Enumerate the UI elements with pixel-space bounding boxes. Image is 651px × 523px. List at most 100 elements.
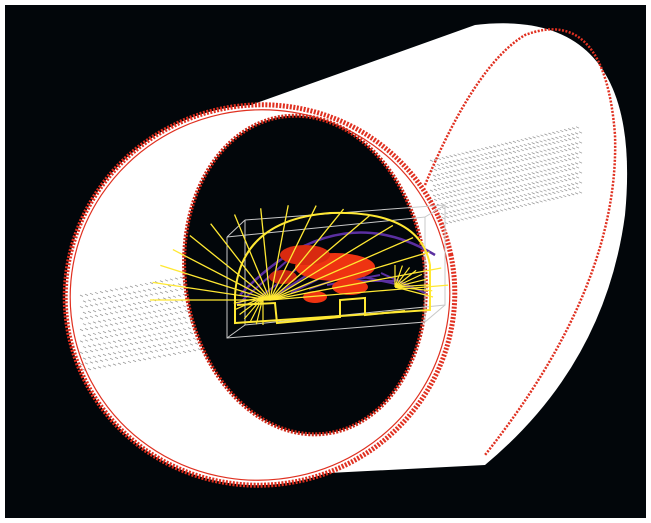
hatch-mark — [432, 184, 437, 187]
hatch-mark — [137, 347, 142, 350]
hatch-mark — [147, 311, 152, 314]
hatch-mark — [477, 148, 481, 152]
hatch-mark — [147, 300, 152, 303]
hatch-mark — [556, 170, 560, 174]
hatch-mark — [461, 162, 465, 165]
hatch-mark — [79, 306, 84, 309]
hatch-mark — [445, 206, 449, 209]
hatch-mark — [567, 138, 572, 141]
hatch-mark — [159, 280, 164, 283]
hatch-mark — [492, 185, 497, 188]
dome-spoke — [269, 208, 345, 301]
hatch-mark — [149, 316, 154, 319]
hatch-mark — [476, 174, 480, 177]
hatch-mark — [97, 309, 102, 312]
hatch-mark — [511, 176, 516, 179]
hatch-mark — [154, 326, 159, 330]
hatch-mark — [540, 134, 544, 137]
hatch-mark — [523, 173, 527, 177]
hatch-mark — [162, 320, 167, 323]
hatch-mark — [543, 169, 547, 172]
hatch-mark — [520, 188, 524, 192]
hatch-mark — [481, 157, 485, 161]
hatch-mark — [172, 318, 177, 321]
hatch-mark — [567, 188, 572, 191]
hatch-mark — [449, 175, 453, 178]
hatch-mark — [124, 343, 129, 346]
hatch-mark — [473, 209, 477, 212]
hatch-mark — [134, 319, 139, 322]
hatch-mark — [129, 308, 134, 311]
hatch-mark — [172, 329, 177, 333]
hatch-mark — [124, 297, 129, 301]
hatch-mark — [468, 156, 472, 159]
hatch-mark — [159, 325, 164, 329]
hatch-mark — [87, 333, 92, 336]
hatch-mark — [481, 207, 485, 211]
hatch-mark — [167, 296, 172, 299]
hatch-mark — [508, 141, 513, 144]
hatch-mark — [137, 324, 142, 327]
hatch-mark — [152, 356, 157, 359]
hatch-mark — [144, 351, 149, 354]
hatch-mark — [480, 183, 484, 187]
hatch-mark — [540, 174, 544, 177]
hatch-mark — [139, 318, 144, 321]
fan-spoke — [249, 296, 264, 323]
hatch-mark — [157, 332, 162, 335]
hatch-mark — [556, 150, 560, 154]
hatch-mark — [544, 163, 548, 166]
hatch-mark — [575, 156, 580, 159]
hatch-mark — [97, 297, 102, 300]
hatch-mark — [556, 190, 560, 194]
hatch-mark — [97, 366, 102, 369]
hatch-mark — [119, 310, 124, 313]
hatch-mark — [102, 365, 107, 368]
hatch-mark — [461, 212, 465, 215]
hatch-mark — [448, 181, 452, 184]
hatch-mark — [481, 147, 485, 151]
dome-spoke — [152, 281, 271, 301]
hatch-mark — [79, 340, 84, 343]
hatch-mark — [574, 162, 579, 165]
hatch-mark — [520, 178, 524, 182]
hatch-mark — [556, 180, 560, 184]
hatch-mark — [495, 150, 500, 153]
hatch-mark — [555, 146, 559, 149]
hatch-mark — [445, 166, 449, 169]
hatch-mark — [567, 144, 571, 147]
hatch-mark — [469, 210, 473, 213]
hatch-mark — [574, 132, 579, 135]
hatch-mark — [567, 154, 571, 157]
hatch-mark — [504, 142, 509, 145]
hatch-mark — [507, 197, 512, 200]
hatch-mark — [476, 154, 480, 157]
hatch-mark — [543, 199, 547, 202]
hatch-mark — [519, 204, 524, 208]
hatch-mark — [523, 183, 527, 187]
hatch-mark — [436, 163, 441, 166]
hatch-mark — [520, 168, 524, 172]
hatch-mark — [468, 176, 472, 179]
hatch-mark — [578, 181, 583, 184]
hatch-mark — [560, 169, 564, 173]
hatch-mark — [437, 187, 442, 191]
hatch-mark — [560, 179, 564, 183]
hatch-mark — [461, 182, 465, 185]
hatch-mark — [496, 204, 501, 207]
hatch-mark — [499, 179, 504, 182]
hatch-mark — [102, 342, 107, 345]
hatch-mark — [89, 304, 94, 307]
hatch-mark — [492, 155, 497, 158]
hatch-mark — [551, 147, 555, 150]
hatch-mark — [564, 189, 568, 192]
hatch-mark — [174, 346, 179, 349]
hatch-mark — [555, 136, 559, 139]
hatch-mark — [499, 159, 504, 162]
hatch-mark — [540, 164, 544, 167]
hatch-mark — [99, 348, 104, 351]
hatch-mark — [441, 186, 446, 190]
hatch-mark — [84, 362, 89, 365]
hatch-mark — [197, 348, 202, 351]
hatch-mark — [485, 187, 489, 190]
